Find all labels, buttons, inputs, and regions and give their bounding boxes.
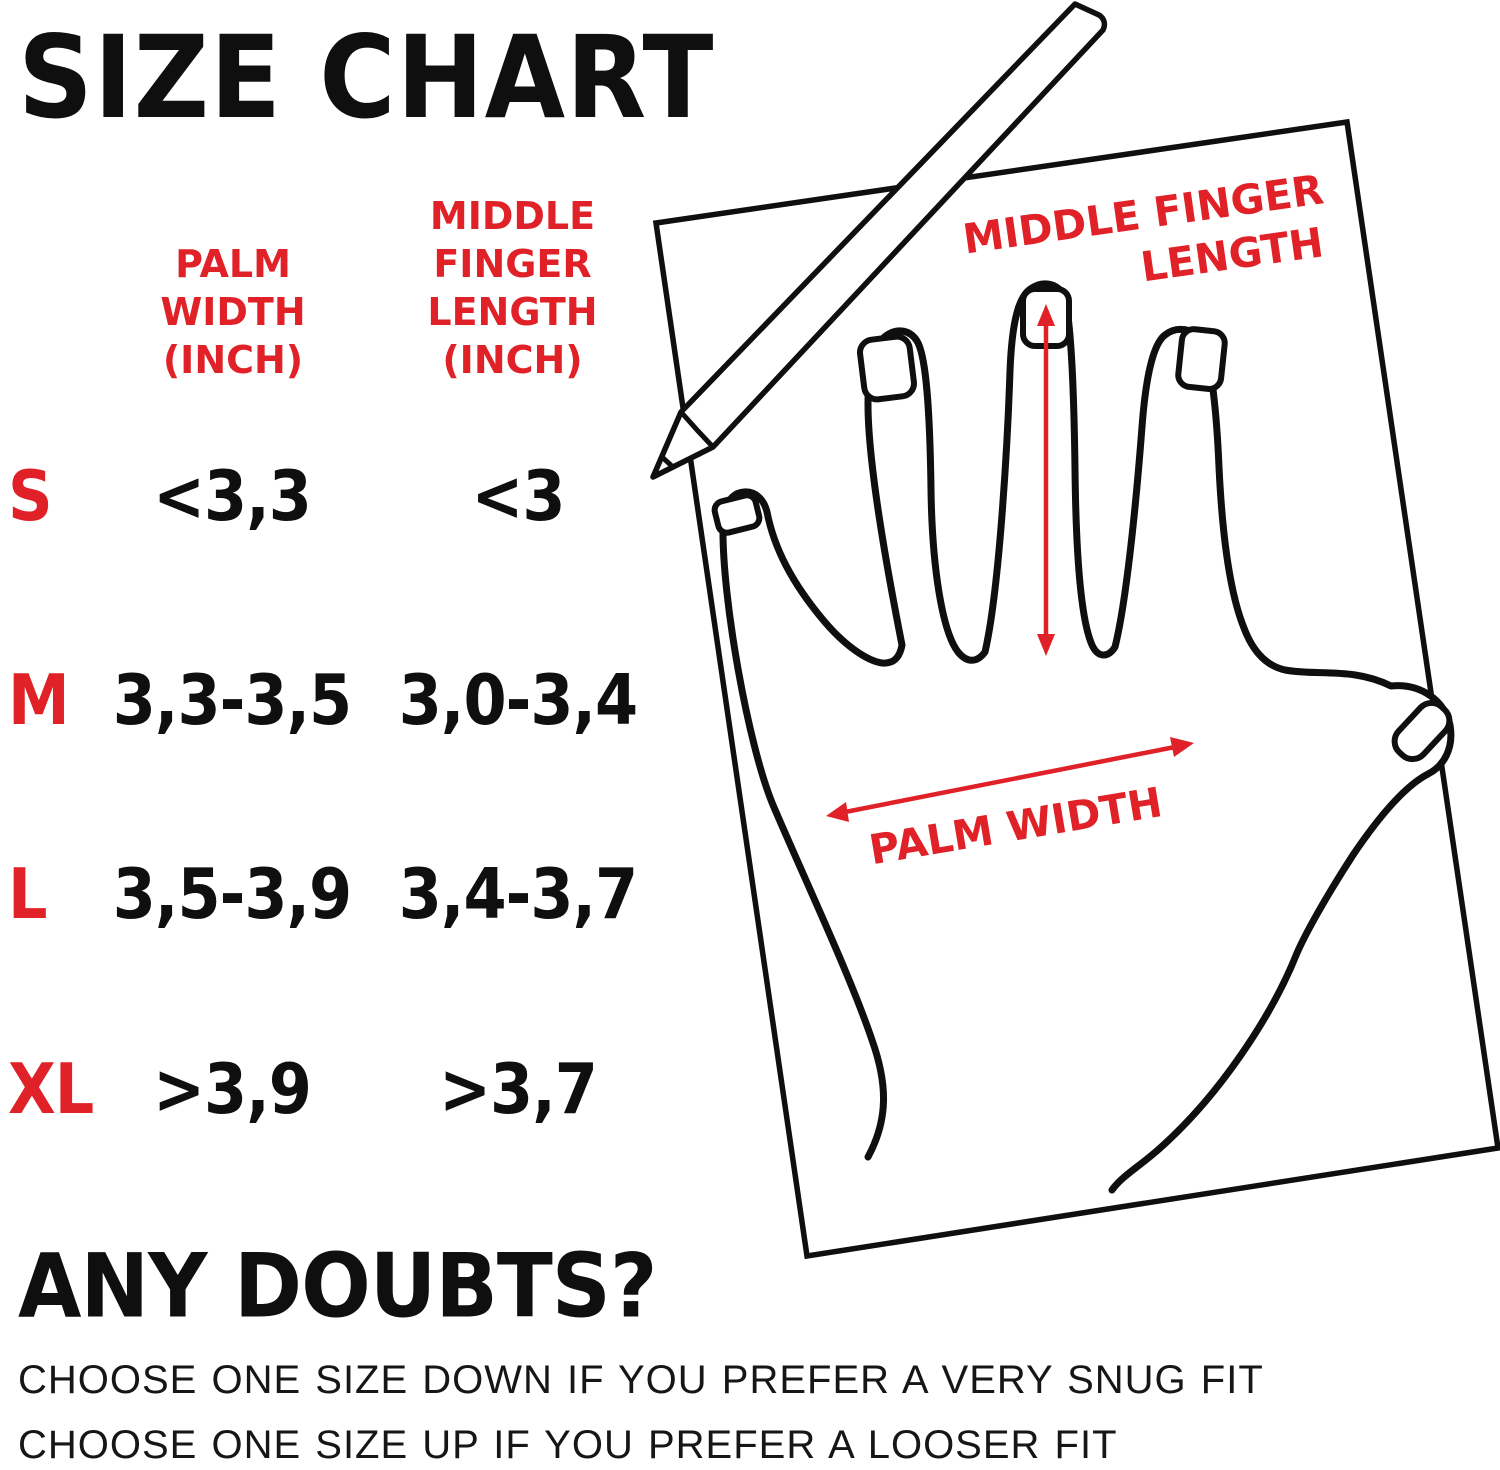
size-label-m: M — [8, 659, 70, 742]
pinky-nail — [711, 492, 763, 536]
column-header-line: LENGTH — [427, 290, 598, 334]
middle-finger-length-arrow — [1037, 304, 1055, 656]
page-title: SIZE CHART — [18, 10, 715, 145]
index-nail — [1175, 326, 1228, 392]
column-header-line: FINGER — [433, 242, 592, 286]
column-header-middle-finger-length: MIDDLE FINGER LENGTH (INCH) — [385, 192, 640, 384]
column-header-line: WIDTH — [160, 290, 306, 334]
size-label-l: L — [8, 853, 48, 936]
doubts-heading: ANY DOUBTS? — [18, 1235, 657, 1339]
column-header-line: PALM — [175, 242, 291, 286]
palm-width-value-l: 3,5-3,9 — [112, 853, 352, 936]
pencil-icon — [650, 1, 1108, 480]
palm-width-value-m: 3,3-3,5 — [112, 659, 352, 742]
column-header-line: MIDDLE — [429, 194, 596, 238]
column-header-line: (INCH) — [442, 338, 583, 382]
fit-advice-line-1: CHOOSE ONE SIZE DOWN IF YOU PREFER A VER… — [18, 1358, 1264, 1402]
thumb-nail — [1391, 699, 1453, 763]
column-header-palm-width: PALM WIDTH (INCH) — [108, 240, 358, 384]
column-header-line: (INCH) — [162, 338, 304, 382]
finger-length-value-l: 3,4-3,7 — [398, 853, 638, 936]
ring-nail — [857, 333, 917, 403]
palm-width-arrow — [826, 737, 1194, 822]
palm-width-value-xl: >3,9 — [153, 1048, 312, 1131]
finger-length-value-xl: >3,7 — [439, 1048, 598, 1131]
size-label-s: S — [8, 455, 53, 538]
finger-length-value-s: <3 — [471, 455, 565, 538]
finger-length-value-m: 3,0-3,4 — [398, 659, 638, 742]
size-label-xl: XL — [8, 1048, 94, 1131]
fit-advice-line-2: CHOOSE ONE SIZE UP IF YOU PREFER A LOOSE… — [18, 1423, 1118, 1467]
palm-width-value-s: <3,3 — [153, 455, 312, 538]
